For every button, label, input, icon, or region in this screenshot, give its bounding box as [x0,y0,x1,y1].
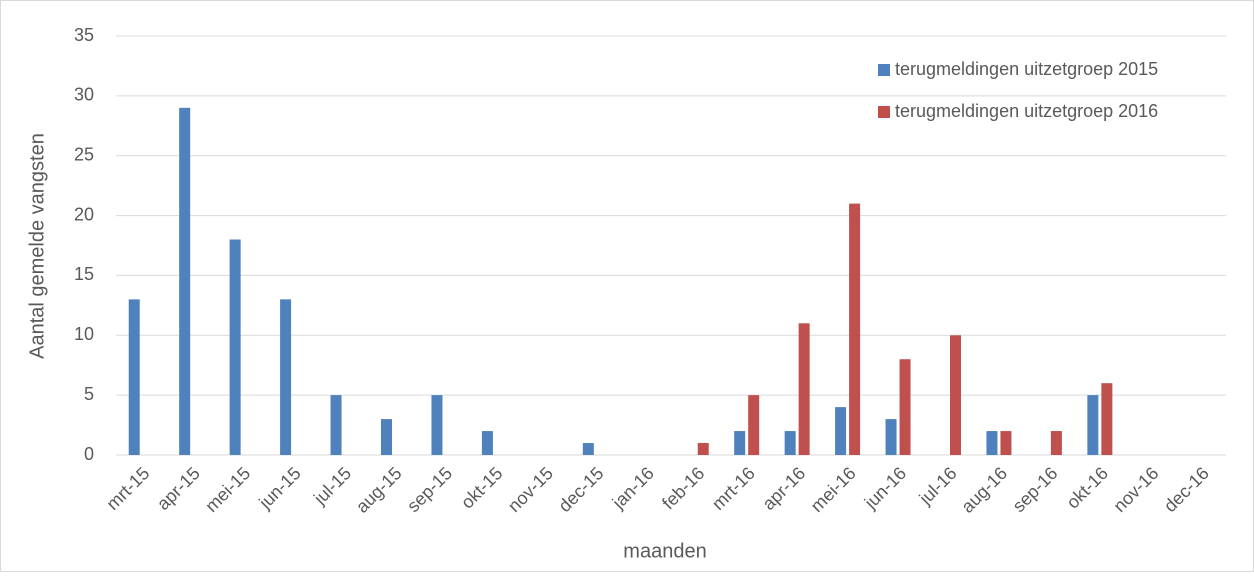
y-axis-label: Aantal gemelde vangsten [26,133,48,359]
bar [1000,431,1012,455]
bar [1101,383,1113,455]
bar [748,395,760,455]
bar [229,239,241,455]
bar [849,203,861,455]
bar [481,431,493,455]
bar [1050,431,1062,455]
y-tick-label: 15 [74,264,94,284]
legend-label: terugmeldingen uitzetgroep 2016 [895,101,1158,121]
legend-swatch [878,106,890,118]
legend-swatch [878,64,890,76]
y-tick-label: 0 [84,444,94,464]
x-axis-label: maanden [623,540,706,562]
y-tick-label: 20 [74,204,94,224]
y-tick-label: 30 [74,85,94,105]
bar [986,431,998,455]
legend-label: terugmeldingen uitzetgroep 2015 [895,59,1158,79]
bar [381,419,392,455]
bar [835,407,847,455]
bar [798,323,810,455]
bar [885,419,897,455]
bar [950,335,961,455]
bar [784,431,796,455]
bar [899,359,911,455]
bar [128,299,140,455]
y-tick-label: 5 [84,384,94,404]
bar [330,395,342,455]
bar [280,299,292,455]
y-tick-label: 10 [74,324,94,344]
bar [1087,395,1099,455]
bar [431,395,443,455]
bar [697,443,709,455]
y-tick-label: 35 [74,25,94,45]
y-tick-label: 25 [74,144,94,164]
bar [734,431,746,455]
bar [582,443,594,455]
bar [179,107,191,455]
